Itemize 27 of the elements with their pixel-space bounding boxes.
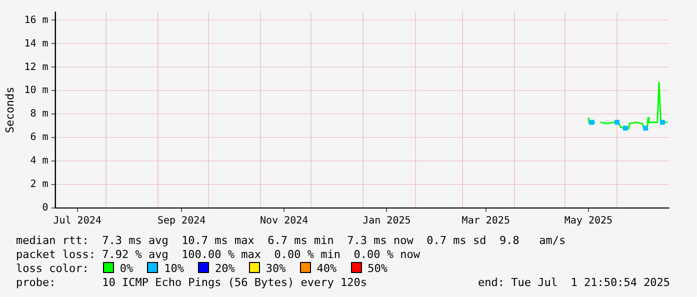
legend-label: 50%	[368, 262, 388, 275]
x-tick-label: Sep 2024	[157, 216, 206, 227]
text: median rtt: 7.3 ms avg 10.7 ms max 6.7 ms min 7.3 ms now 0.7 ms sd 9.8 am/s	[16, 234, 566, 248]
y-tick-label: 10 m	[24, 85, 48, 96]
y-tick-label: 6 m	[30, 132, 48, 144]
text: probe: 10 ICMP Echo Pings (56 Bytes) every 120s	[16, 276, 367, 290]
legend-label: 30%	[266, 262, 286, 275]
legend-label: 0%	[120, 262, 134, 275]
y-tick-label: 2 m	[30, 179, 48, 190]
x-tick-label: Jan 2025	[362, 216, 411, 227]
y-axis-title: Seconds	[3, 86, 16, 134]
x-tick-label: May 2025	[564, 216, 613, 227]
y-tick-label: 12 m	[24, 62, 48, 73]
y-tick-label: 4 m	[30, 156, 48, 167]
x-tick-label: Jul 2024	[53, 216, 102, 227]
y-tick-label: 8 m	[30, 108, 48, 120]
x-tick-label: Nov 2024	[260, 216, 308, 227]
x-tick-label: Mar 2025	[462, 216, 510, 227]
text: end: Tue Jul 1 21:50:54 2025	[478, 276, 670, 290]
text: packet loss: 7.92 % avg 100.00 % max 0.00 % min 0.00 % now	[16, 248, 420, 262]
legend-title: loss color:	[16, 262, 89, 275]
y-tick-label: 14 m	[24, 38, 48, 50]
legend-label: 40%	[316, 262, 337, 275]
legend-label: 10%	[164, 262, 184, 275]
y-tick-label: 0	[42, 202, 48, 214]
legend-label: 20%	[214, 262, 235, 275]
y-tick-label: 16 m	[24, 14, 48, 26]
